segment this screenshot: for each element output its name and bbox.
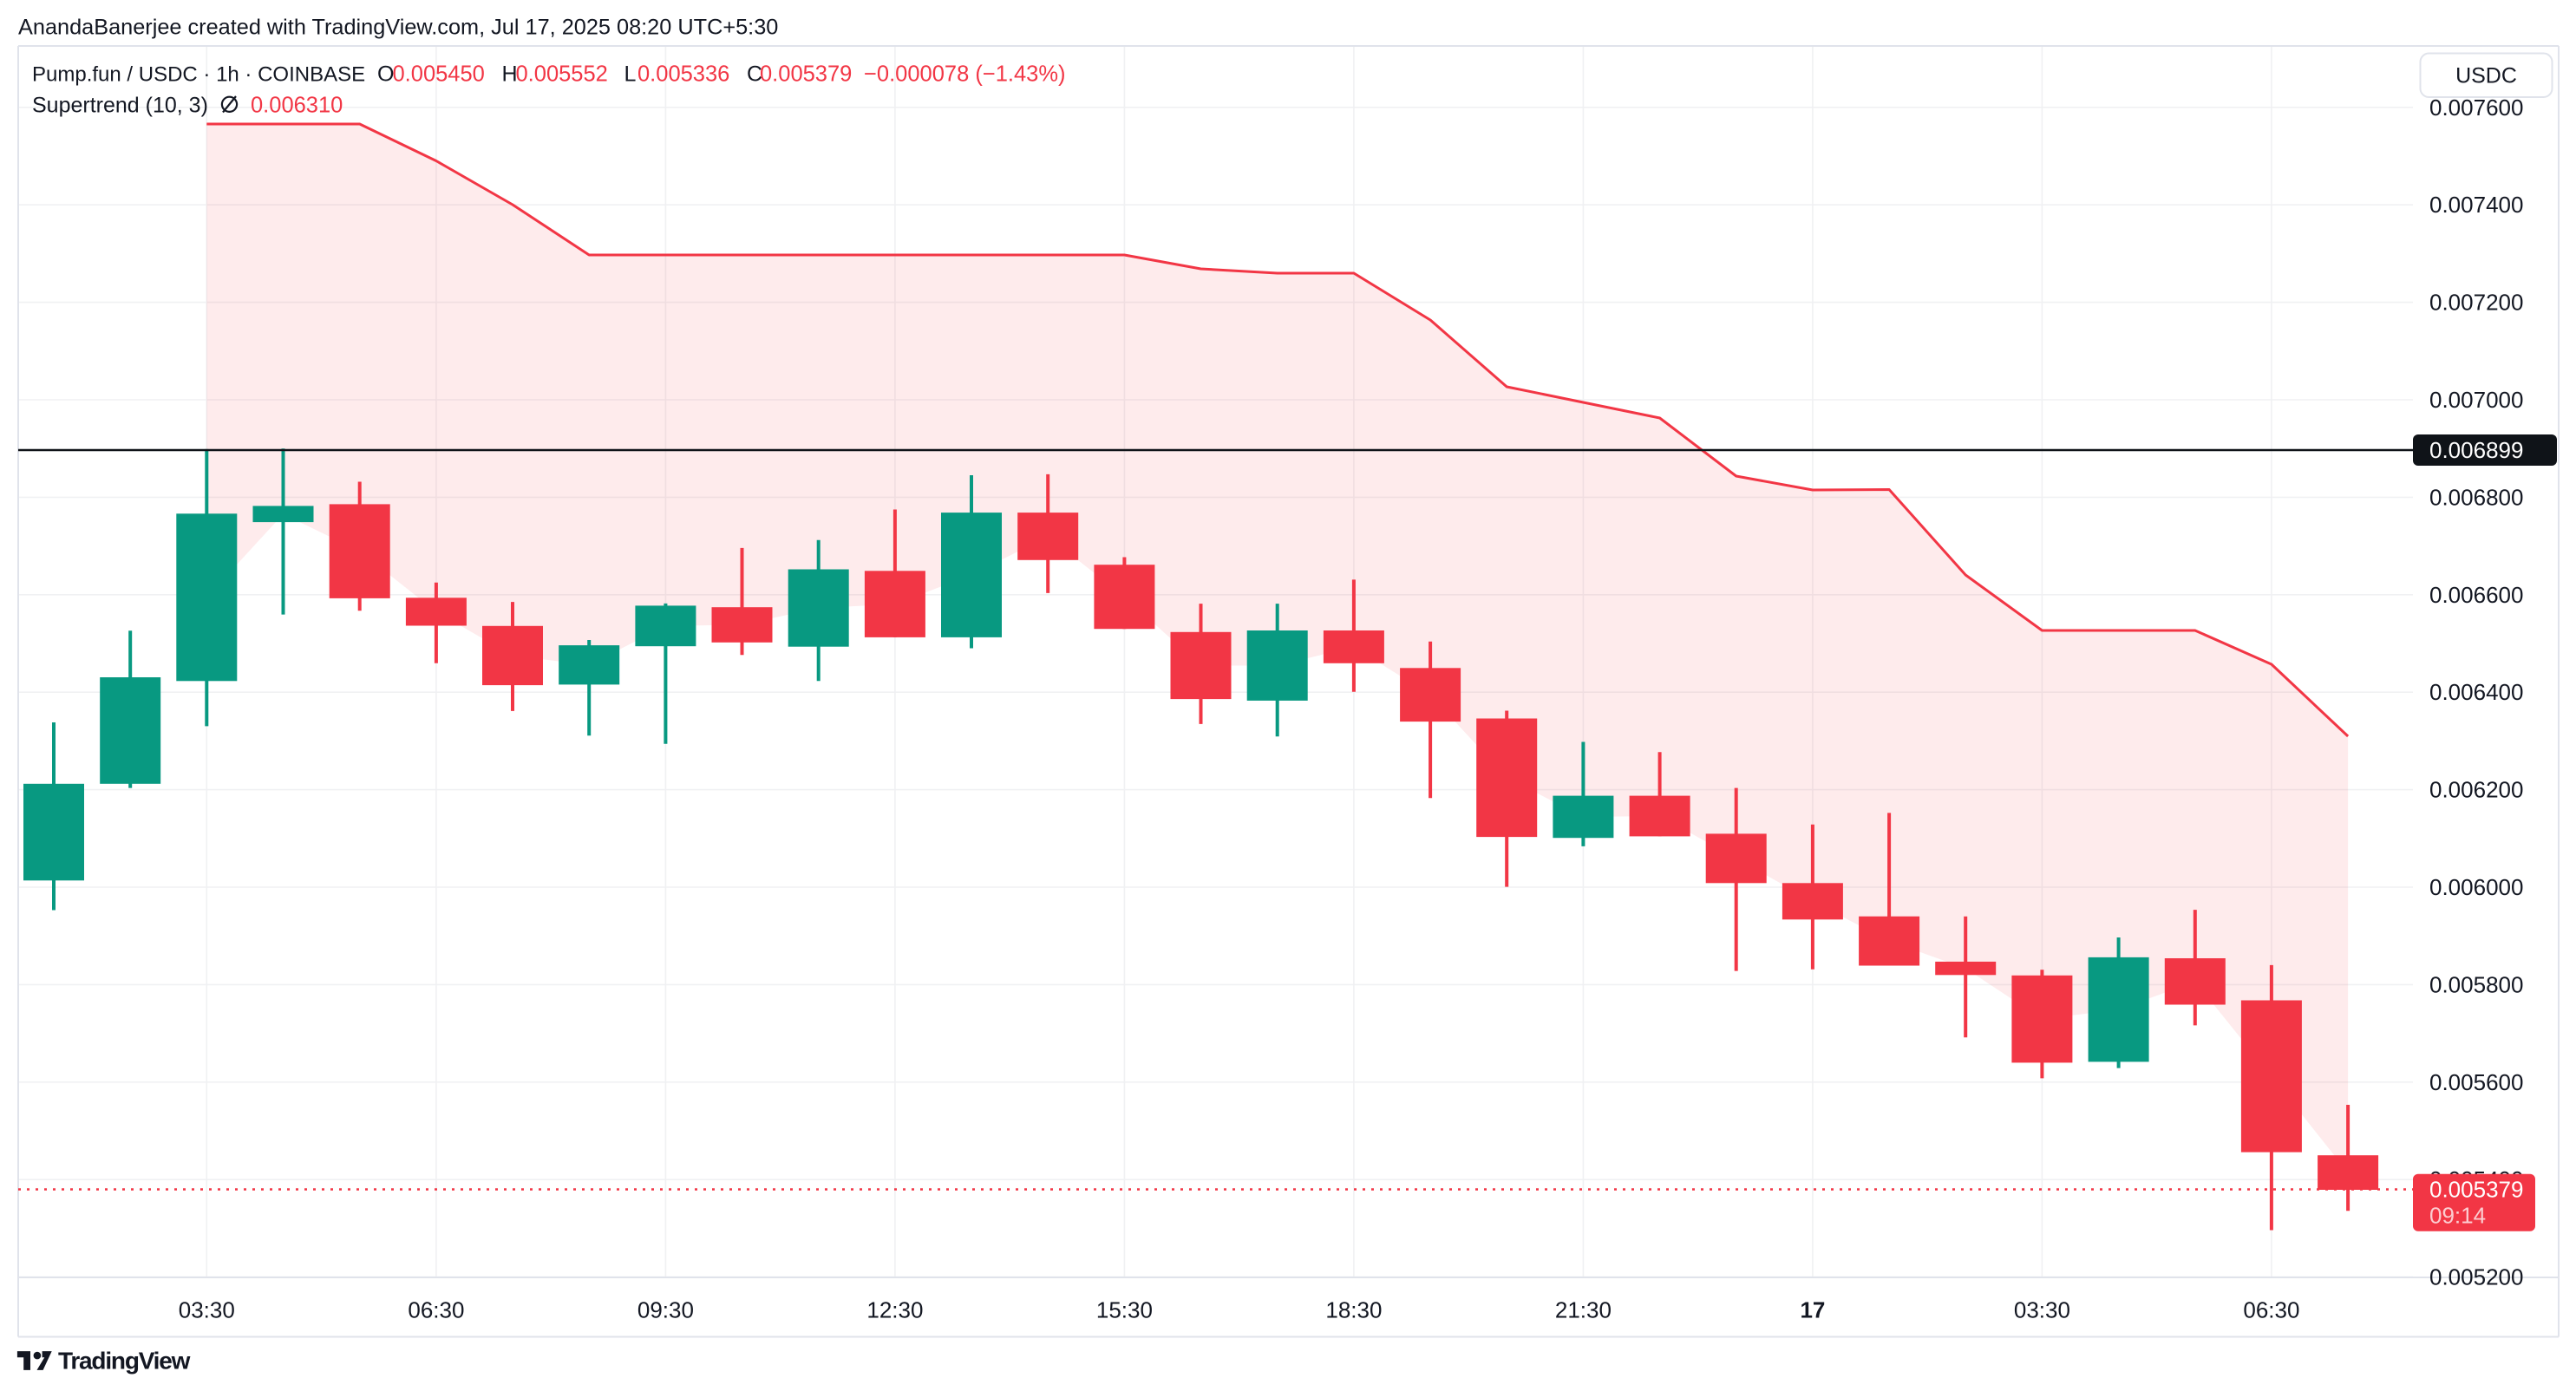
svg-text:AnandaBanerjee created with Tr: AnandaBanerjee created with TradingView.… (18, 16, 778, 40)
svg-text:0.005336: 0.005336 (637, 62, 729, 87)
svg-text:0.005600: 0.005600 (2429, 1069, 2523, 1095)
svg-text:−0.000078 (−1.43%): −0.000078 (−1.43%) (864, 62, 1066, 87)
svg-text:0.006200: 0.006200 (2429, 777, 2523, 803)
svg-text:O: O (377, 62, 394, 87)
svg-text:0.006899: 0.006899 (2429, 437, 2523, 463)
svg-text:0.006400: 0.006400 (2429, 679, 2523, 705)
svg-text:H: H (502, 62, 518, 87)
svg-text:17: 17 (1800, 1297, 1825, 1323)
svg-text:18:30: 18:30 (1325, 1297, 1382, 1323)
svg-text:0.007200: 0.007200 (2429, 290, 2523, 316)
svg-text:06:30: 06:30 (2243, 1297, 2299, 1323)
svg-text:0.005450: 0.005450 (393, 62, 485, 87)
svg-text:0.006600: 0.006600 (2429, 582, 2523, 608)
svg-text:0.007400: 0.007400 (2429, 192, 2523, 218)
svg-text:0.005379: 0.005379 (2429, 1177, 2523, 1203)
svg-text:TradingView: TradingView (58, 1348, 191, 1375)
svg-text:Supertrend (10, 3): Supertrend (10, 3) (32, 93, 208, 117)
svg-text:USDC: USDC (2455, 64, 2517, 88)
svg-text:0.005379: 0.005379 (760, 62, 852, 87)
svg-text:0.007600: 0.007600 (2429, 95, 2523, 121)
svg-text:0.006310: 0.006310 (251, 93, 343, 117)
svg-text:15:30: 15:30 (1096, 1297, 1153, 1323)
svg-text:0.006800: 0.006800 (2429, 484, 2523, 510)
svg-text:12:30: 12:30 (866, 1297, 923, 1323)
svg-text:0.005200: 0.005200 (2429, 1264, 2523, 1290)
svg-text:0.005552: 0.005552 (516, 62, 608, 87)
svg-text:L: L (624, 62, 637, 87)
svg-text:Pump.fun / USDC · 1h · COINBAS: Pump.fun / USDC · 1h · COINBASE (32, 63, 365, 87)
svg-text:09:30: 09:30 (637, 1297, 694, 1323)
svg-text:0.006000: 0.006000 (2429, 874, 2523, 900)
svg-text:09:14: 09:14 (2429, 1203, 2486, 1229)
svg-text:21:30: 21:30 (1555, 1297, 1612, 1323)
svg-text:0.007000: 0.007000 (2429, 387, 2523, 413)
svg-text:0.005800: 0.005800 (2429, 971, 2523, 997)
svg-text:06:30: 06:30 (408, 1297, 464, 1323)
svg-text:03:30: 03:30 (179, 1297, 235, 1323)
svg-text:03:30: 03:30 (2014, 1297, 2070, 1323)
svg-text:C: C (747, 62, 762, 87)
